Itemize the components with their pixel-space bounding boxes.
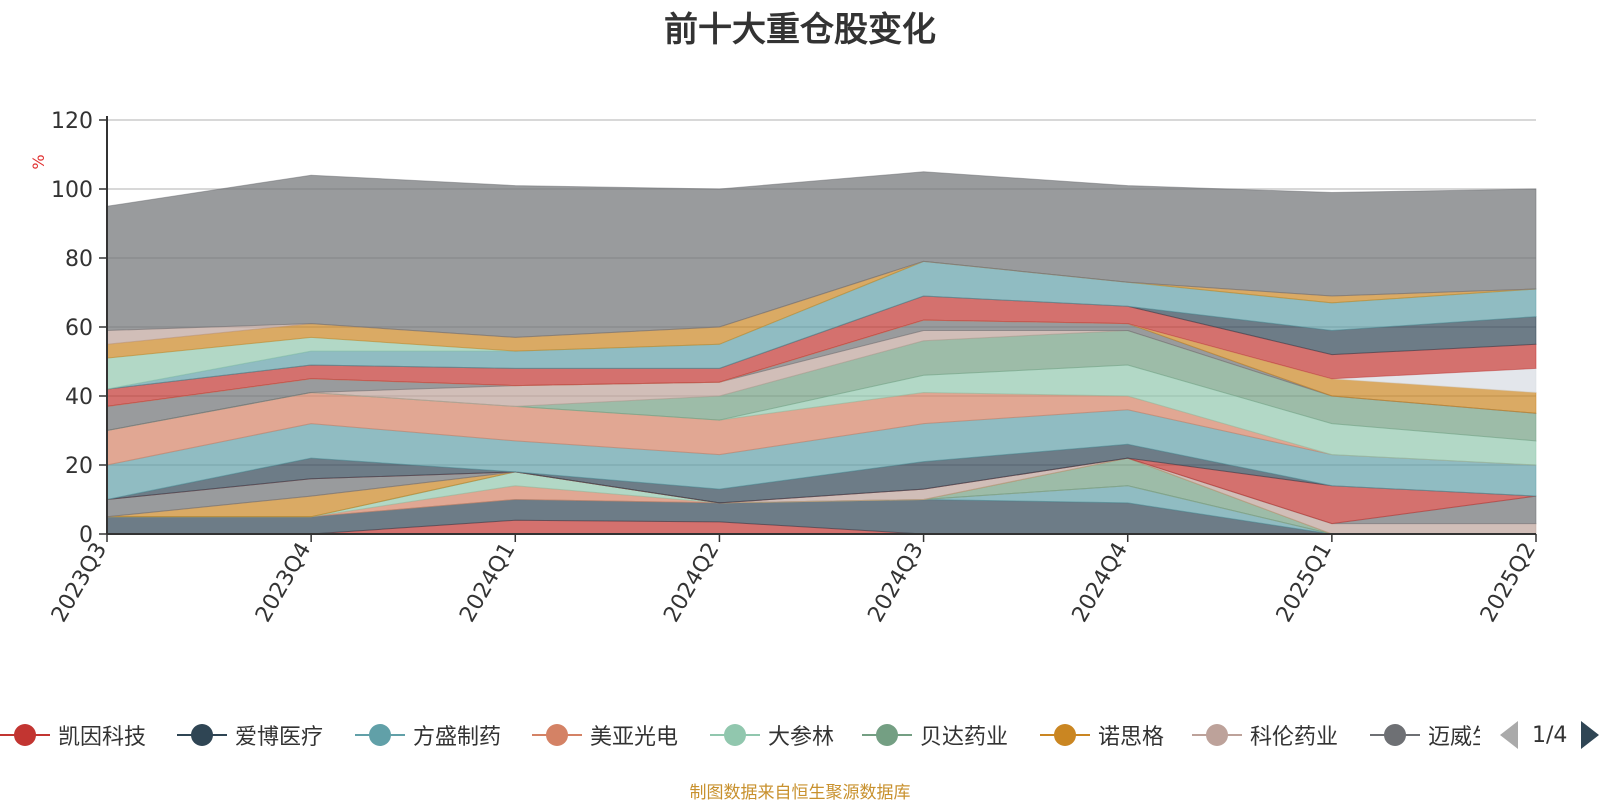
legend-item[interactable]: 爱博医疗 — [177, 715, 323, 755]
x-tick-label: 2024Q4 — [1068, 539, 1133, 627]
legend-pager: 1/4 — [1500, 715, 1600, 755]
legend-label: 大参林 — [768, 725, 835, 750]
legend-label: 迈威生物 — [1428, 725, 1480, 750]
legend-marker-icon — [0, 715, 50, 755]
legend-label: 贝达药业 — [920, 725, 1009, 750]
x-tick-label: 2024Q2 — [659, 539, 724, 627]
legend-marker-icon — [177, 715, 227, 755]
x-tick-label: 2023Q4 — [251, 539, 316, 627]
legend-label: 诺思格 — [1098, 725, 1165, 750]
y-tick-label: 40 — [65, 385, 93, 410]
legend-marker-icon — [532, 715, 582, 755]
legend-marker-icon — [862, 715, 912, 755]
legend-marker-icon — [1370, 715, 1420, 755]
y-tick-label: 0 — [79, 523, 93, 548]
area-series — [106, 171, 1537, 535]
legend-marker-icon — [710, 715, 760, 755]
legend-item[interactable]: 诺思格 — [1040, 715, 1164, 755]
y-tick-label: 100 — [51, 178, 93, 203]
legend-label: 方盛制药 — [413, 725, 502, 750]
legend-items: 凯因科技 爱博医疗 方盛制药 美亚光电 大参林 贝达药业 诺思格 科伦药业 迈威生物 — [0, 715, 1480, 755]
legend-item[interactable]: 方盛制药 — [355, 715, 501, 755]
legend-item[interactable]: 美亚光电 — [532, 715, 678, 755]
legend-item[interactable]: 科伦药业 — [1192, 715, 1338, 755]
legend-item[interactable]: 迈威生物 — [1370, 715, 1480, 755]
legend-next-page-icon[interactable] — [1581, 721, 1600, 749]
chart-title: 前十大重仓股变化 — [664, 10, 936, 50]
y-tick-label: 60 — [65, 316, 93, 341]
legend-label: 科伦药业 — [1250, 725, 1339, 750]
legend-label: 爱博医疗 — [235, 725, 324, 750]
legend-prev-page-icon[interactable] — [1500, 721, 1518, 749]
y-tick-label: 120 — [51, 109, 93, 134]
y-tick-label: 80 — [65, 247, 93, 272]
x-tick-label: 2025Q1 — [1272, 539, 1337, 627]
x-tick-label: 2024Q3 — [863, 539, 928, 627]
area-series-band[interactable] — [106, 171, 1537, 338]
source-footnote: 制图数据来自恒生聚源数据库 — [689, 783, 911, 803]
legend-label: 美亚光电 — [590, 725, 679, 750]
legend-page-indicator: 1/4 — [1532, 722, 1568, 748]
x-tick-label: 2024Q1 — [455, 539, 520, 627]
legend-marker-icon — [1040, 715, 1090, 755]
legend-marker-icon — [1192, 715, 1242, 755]
legend-item[interactable]: 贝达药业 — [862, 715, 1008, 755]
legend-marker-icon — [355, 715, 405, 755]
legend-item[interactable]: 凯因科技 — [0, 715, 146, 755]
x-tick-label: 2023Q3 — [47, 539, 112, 627]
legend: 凯因科技 爱博医疗 方盛制药 美亚光电 大参林 贝达药业 诺思格 科伦药业 迈威生物 — [0, 715, 1600, 755]
legend-label: 凯因科技 — [58, 725, 147, 750]
y-tick-label: 20 — [65, 454, 93, 479]
x-tick-label: 2025Q2 — [1476, 539, 1541, 627]
y-axis-unit-label: % — [29, 154, 48, 169]
legend-item[interactable]: 大参林 — [710, 715, 834, 755]
